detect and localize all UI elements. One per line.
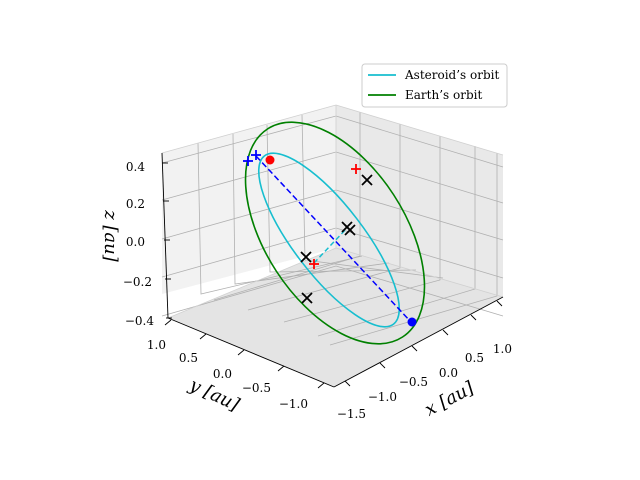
grid-line: [266, 124, 417, 273]
y-tick-label: −0.5: [242, 381, 271, 395]
back-panes: [162, 105, 503, 387]
z-axis-line: [161, 152, 169, 319]
z-axis-label: z [au]: [100, 209, 121, 263]
x-tick-label: 0.5: [465, 351, 484, 365]
black-cross-marker: [301, 292, 313, 304]
red-plus-marker: [309, 259, 319, 269]
axis-lines: [161, 152, 504, 388]
x-tick-label: −1.0: [368, 390, 397, 404]
x-tick-label: −0.5: [399, 375, 428, 389]
z-tick-label: 0.2: [126, 197, 145, 211]
y-tick-label: 0.0: [213, 367, 232, 381]
grid-line: [301, 114, 444, 279]
y-tick-label: −1.0: [279, 397, 308, 411]
grid-line: [197, 142, 363, 295]
legend-box: [361, 63, 508, 108]
z-tick-label: 0.0: [126, 235, 145, 249]
black-cross-marker: [300, 251, 312, 263]
x-tick-label: 0.0: [439, 366, 458, 380]
x-ticks: −1.5 −1.0 −0.5 0.0 0.5 1.0: [337, 300, 512, 421]
black-cross-marker: [361, 174, 373, 186]
legend: Asteroid’s orbit Earth’s orbit: [361, 63, 508, 108]
grid-line: [232, 133, 390, 285]
blue-dot-marker: [407, 317, 417, 327]
cyan-dashed-segment: [313, 227, 348, 264]
grid-line: [161, 265, 504, 317]
grid-line: [213, 112, 361, 301]
x-axis-label: x [au]: [421, 377, 478, 421]
grid-line: [283, 136, 441, 323]
red-plus-marker: [351, 164, 361, 174]
earth-orbit: [244, 121, 426, 345]
x-tick-label: −1.5: [337, 407, 366, 421]
markers: [243, 150, 417, 327]
z-ticks: 0.4 0.2 0.0 −0.2 −0.4: [123, 160, 172, 328]
legend-label-asteroid: Asteroid’s orbit: [404, 68, 499, 82]
z-tick-label: 0.4: [126, 160, 145, 174]
pane-left: [162, 105, 336, 294]
grid-line: [329, 153, 498, 346]
grid: [161, 112, 504, 346]
x-tick-label: 1.0: [493, 342, 512, 356]
legend-label-earth: Earth’s orbit: [405, 88, 482, 102]
y-ticks: 1.0 0.5 0.0 −0.5 −1.0: [147, 319, 325, 411]
blue-plus-marker: [243, 156, 253, 166]
blue-dashed-segment: [255, 155, 412, 323]
grid-line: [247, 124, 401, 311]
black-cross-marker: [344, 224, 356, 236]
x-axis-line: [333, 296, 504, 388]
y-tick-label: 0.5: [179, 351, 198, 365]
red-dot-marker: [265, 155, 275, 165]
blue-plus-marker: [251, 150, 261, 160]
y-tick-label: 1.0: [147, 338, 166, 352]
y-axis-line: [167, 317, 335, 388]
z-tick-label: −0.4: [125, 314, 155, 328]
pane-floor: [168, 248, 503, 387]
z-tick-label: −0.2: [123, 275, 152, 289]
